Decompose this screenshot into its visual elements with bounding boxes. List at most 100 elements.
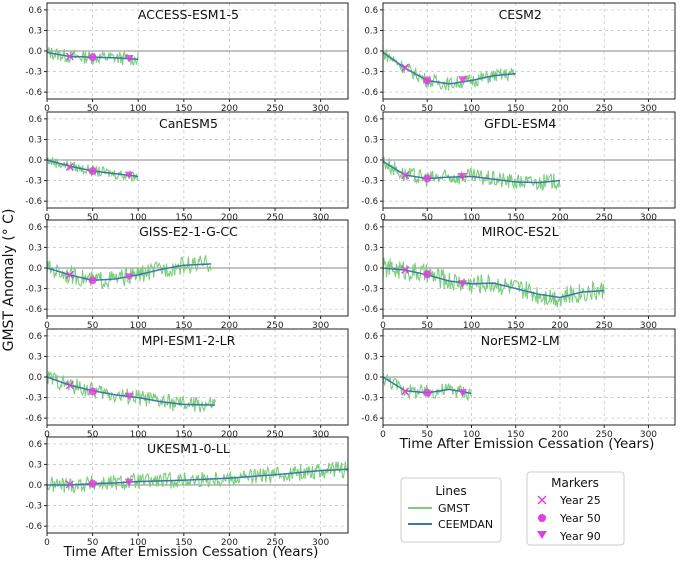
x-tick-label: 150	[507, 104, 524, 114]
lines-legend-title: Lines	[435, 484, 466, 498]
year50-marker	[423, 270, 432, 279]
x-axis-label-right-column: Time After Emission Cessation (Years)	[399, 436, 655, 452]
y-tick-label: 0.6	[364, 332, 378, 342]
x-tick-label: 50	[87, 104, 99, 114]
y-tick-label: 0.3	[364, 135, 378, 145]
panel-miroc-es2l: -0.6 -0.3 0.0 0.3 0.6 0 50 100 150 200 250 300 MIROC…	[361, 219, 676, 331]
x-tick-label: 250	[266, 538, 283, 548]
panel-access-esm1-5: -0.6 -0.3 0.0 0.3 0.6 0 50 100 150 200 250 300 ACCES…	[25, 2, 349, 114]
y-tick-label: -0.6	[361, 88, 378, 98]
x-tick-label: 200	[551, 104, 568, 114]
x-tick-label: 250	[596, 104, 613, 114]
year50-legend-marker	[538, 514, 546, 522]
gmst-series-line	[47, 157, 139, 182]
y-tick-label: 0.3	[364, 26, 378, 36]
x-tick-label: 0	[44, 538, 50, 548]
ceemdan-series-line	[383, 267, 605, 299]
ceemdan-legend-label: CEEMDAN	[438, 518, 493, 531]
year90-legend-label: Year 90	[559, 530, 601, 543]
x-tick-label: 150	[175, 104, 192, 114]
ceemdan-series-line	[47, 468, 348, 486]
year25-marker	[65, 381, 74, 390]
x-tick-label: 50	[87, 213, 99, 223]
x-tick-label: 50	[87, 538, 99, 548]
x-tick-label: 200	[221, 430, 238, 440]
year50-legend-label: Year 50	[559, 512, 601, 525]
year90-marker	[124, 273, 134, 281]
x-tick-label: 150	[507, 213, 524, 223]
x-tick-label: 100	[463, 321, 480, 331]
x-tick-label: 250	[596, 430, 613, 440]
year25-legend-marker	[537, 495, 547, 505]
y-tick-label: 0.0	[28, 47, 42, 57]
x-tick-label: 100	[130, 430, 147, 440]
x-axis-label-bottom-left: Time After Emission Cessation (Years)	[63, 544, 319, 560]
gmst-legend-label: GMST	[438, 502, 470, 515]
y-tick-label: 0.6	[28, 115, 42, 125]
x-tick-label: 250	[596, 213, 613, 223]
x-tick-label: 250	[266, 321, 283, 331]
x-tick-label: 300	[312, 104, 329, 114]
y-tick-label: -0.6	[25, 88, 42, 98]
year25-legend-label: Year 25	[559, 494, 601, 507]
x-tick-label: 300	[640, 104, 657, 114]
gmst-series-line	[47, 461, 348, 493]
gmst-series-line	[47, 254, 212, 290]
y-tick-label: -0.3	[25, 285, 42, 295]
x-tick-label: 300	[312, 213, 329, 223]
year50-marker	[88, 276, 97, 285]
markers-legend-box	[526, 471, 625, 546]
y-tick-label: 0.0	[364, 156, 378, 166]
x-tick-label: 200	[551, 430, 568, 440]
y-tick-label: -0.6	[25, 305, 42, 315]
year90-marker	[124, 392, 134, 401]
lines-legend: Lines GMST CEEMDAN	[400, 477, 502, 543]
year50-marker	[423, 388, 432, 397]
year25-marker	[65, 270, 74, 279]
y-tick-label: 0.0	[28, 481, 42, 491]
y-tick-label: -0.6	[25, 522, 42, 532]
x-tick-label: 0	[44, 213, 50, 223]
x-tick-label: 150	[507, 430, 524, 440]
year90-marker	[124, 478, 134, 487]
x-tick-label: 200	[221, 321, 238, 331]
year90-marker	[458, 172, 468, 181]
x-tick-label: 100	[130, 538, 147, 548]
y-tick-label: 0.3	[28, 352, 42, 362]
x-tick-label: 200	[221, 538, 238, 548]
lines-legend-box	[400, 477, 502, 543]
x-tick-label: 300	[640, 321, 657, 331]
x-tick-label: 150	[175, 321, 192, 331]
y-tick-label: 0.6	[364, 115, 378, 125]
gmst-series-line	[383, 372, 473, 402]
year90-marker	[458, 280, 468, 288]
y-tick-label: 0.0	[28, 156, 42, 166]
x-tick-label: 150	[175, 213, 192, 223]
x-tick-label: 50	[422, 430, 434, 440]
markers-legend-title: Markers	[551, 476, 599, 490]
y-tick-label: 0.3	[28, 135, 42, 145]
y-tick-label: 0.0	[364, 264, 378, 274]
y-tick-label: 0.6	[28, 6, 42, 16]
year25-marker	[65, 162, 74, 171]
y-tick-label: 0.0	[28, 373, 42, 383]
panel-title: UKESM1-0-LL	[147, 441, 230, 456]
panel-mpi-esm1-2-lr: -0.6 -0.3 0.0 0.3 0.6 0 50 100 150 200 250 300 MPI-E…	[25, 328, 349, 440]
x-tick-label: 200	[221, 213, 238, 223]
year90-marker	[124, 55, 134, 63]
y-tick-label: 0.6	[28, 332, 42, 342]
gmst-series-line	[47, 369, 217, 413]
y-tick-label: -0.6	[361, 305, 378, 315]
year50-marker	[423, 76, 432, 85]
panel-canesm5: -0.6 -0.3 0.0 0.3 0.6 0 50 100 150 200 250 300 CanES…	[25, 111, 349, 223]
y-tick-label: -0.3	[361, 177, 378, 187]
year25-marker	[65, 52, 74, 61]
y-tick-label: 0.0	[364, 47, 378, 57]
y-tick-label: 0.0	[28, 264, 42, 274]
gmst-series-line	[383, 257, 605, 308]
x-tick-label: 250	[596, 321, 613, 331]
year90-marker	[124, 171, 134, 180]
year25-marker	[401, 387, 410, 396]
x-tick-label: 50	[422, 321, 434, 331]
